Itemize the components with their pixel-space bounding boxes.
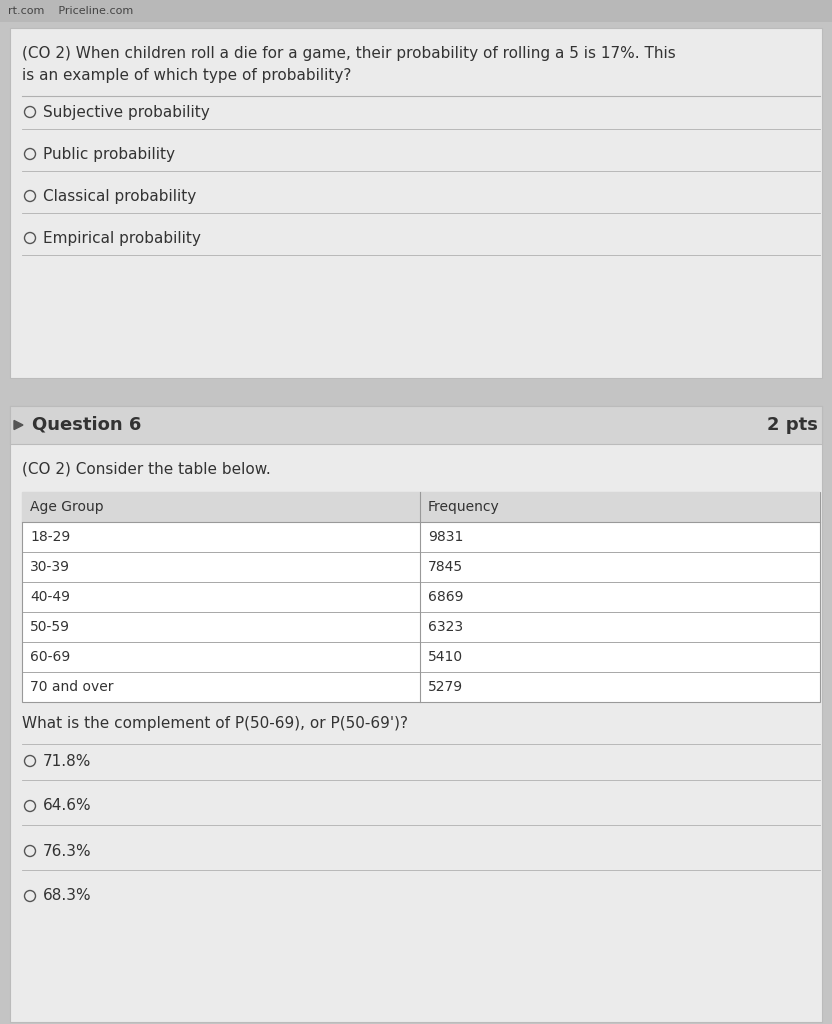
Text: (CO 2) Consider the table below.: (CO 2) Consider the table below. xyxy=(22,462,270,477)
Text: Question 6: Question 6 xyxy=(32,416,141,434)
Text: 64.6%: 64.6% xyxy=(43,799,92,813)
Text: 70 and over: 70 and over xyxy=(30,680,113,694)
FancyBboxPatch shape xyxy=(22,492,820,522)
Text: Age Group: Age Group xyxy=(30,500,104,514)
Text: Classical probability: Classical probability xyxy=(43,188,196,204)
Text: Frequency: Frequency xyxy=(428,500,500,514)
FancyBboxPatch shape xyxy=(10,28,822,378)
Text: Subjective probability: Subjective probability xyxy=(43,104,210,120)
FancyBboxPatch shape xyxy=(22,492,820,702)
Text: (CO 2) When children roll a die for a game, their probability of rolling a 5 is : (CO 2) When children roll a die for a ga… xyxy=(22,46,676,61)
Text: 60-69: 60-69 xyxy=(30,650,70,664)
Text: 50-59: 50-59 xyxy=(30,620,70,634)
Text: 2 pts: 2 pts xyxy=(767,416,818,434)
Text: 6323: 6323 xyxy=(428,620,463,634)
Text: 18-29: 18-29 xyxy=(30,530,70,544)
Text: What is the complement of P(50-69), or P(50-69')?: What is the complement of P(50-69), or P… xyxy=(22,716,408,731)
Text: 30-39: 30-39 xyxy=(30,560,70,574)
FancyBboxPatch shape xyxy=(10,406,822,444)
Text: 40-49: 40-49 xyxy=(30,590,70,604)
FancyBboxPatch shape xyxy=(0,0,832,22)
Text: is an example of which type of probability?: is an example of which type of probabili… xyxy=(22,68,351,83)
Text: 6869: 6869 xyxy=(428,590,463,604)
Text: 68.3%: 68.3% xyxy=(43,889,92,903)
Text: 76.3%: 76.3% xyxy=(43,844,92,858)
Text: rt.com    Priceline.com: rt.com Priceline.com xyxy=(8,6,133,16)
Text: 9831: 9831 xyxy=(428,530,463,544)
Text: 5279: 5279 xyxy=(428,680,463,694)
Text: 5410: 5410 xyxy=(428,650,463,664)
Text: Empirical probability: Empirical probability xyxy=(43,230,201,246)
Text: 7845: 7845 xyxy=(428,560,463,574)
Text: Public probability: Public probability xyxy=(43,146,175,162)
Text: 71.8%: 71.8% xyxy=(43,754,92,768)
FancyBboxPatch shape xyxy=(10,406,822,1022)
Polygon shape xyxy=(14,421,23,429)
